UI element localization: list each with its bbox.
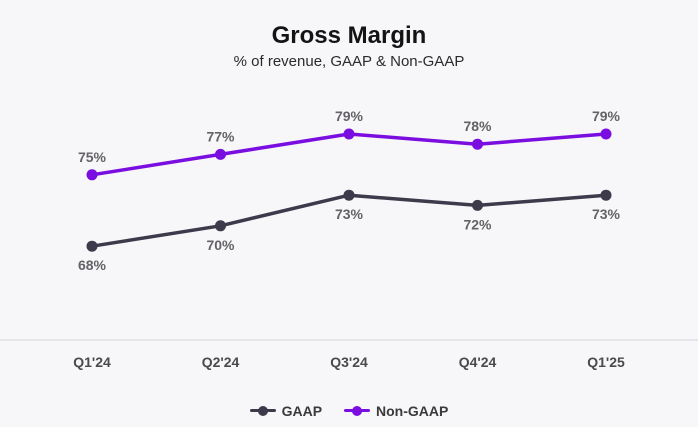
data-label: 79% (335, 108, 364, 124)
data-point[interactable] (600, 128, 612, 140)
legend-swatch-non-gaap (344, 405, 370, 416)
data-label: 68% (78, 257, 107, 273)
data-point[interactable] (86, 169, 98, 181)
x-tick-label: Q4'24 (459, 354, 497, 370)
chart-title: Gross Margin (271, 22, 427, 49)
data-label: 79% (592, 108, 621, 124)
data-point[interactable] (215, 220, 226, 232)
data-point[interactable] (472, 138, 483, 150)
x-tick-label: Q2'24 (202, 354, 240, 370)
x-tick-label: Q3'24 (330, 354, 368, 370)
data-point[interactable] (215, 148, 226, 160)
legend: GAAP Non-GAAP (0, 399, 698, 419)
legend-item-gaap[interactable]: GAAP (249, 402, 323, 419)
data-label: 70% (206, 237, 235, 253)
data-point[interactable] (86, 240, 98, 252)
data-label: 73% (592, 206, 621, 222)
series-line-non-gaap (91, 132, 607, 177)
legend-swatch-gaap (249, 405, 276, 416)
data-point[interactable] (472, 199, 483, 211)
x-tick-label: Q1'25 (587, 354, 625, 370)
data-point[interactable] (343, 128, 355, 140)
legend-item-non-gaap[interactable]: Non-GAAP (344, 403, 448, 419)
data-label: 73% (335, 206, 364, 222)
data-label: 77% (206, 128, 235, 144)
line-chart: Q1'24 Q2'24 Q3'24 Q4'24 Q1'25 68% 70% 73% 72% 73%… (0, 108, 698, 370)
chart-subtitle: % of revenue, GAAP & Non-GAAP (233, 53, 465, 70)
x-tick-label: Q1'24 (73, 354, 111, 370)
data-point[interactable] (343, 189, 355, 201)
legend-label-non-gaap: Non-GAAP (376, 402, 449, 419)
data-label: 75% (78, 149, 107, 165)
data-label: 72% (463, 216, 492, 232)
legend-label-gaap: GAAP (281, 402, 323, 419)
data-point[interactable] (600, 189, 612, 201)
data-label: 78% (463, 118, 492, 134)
